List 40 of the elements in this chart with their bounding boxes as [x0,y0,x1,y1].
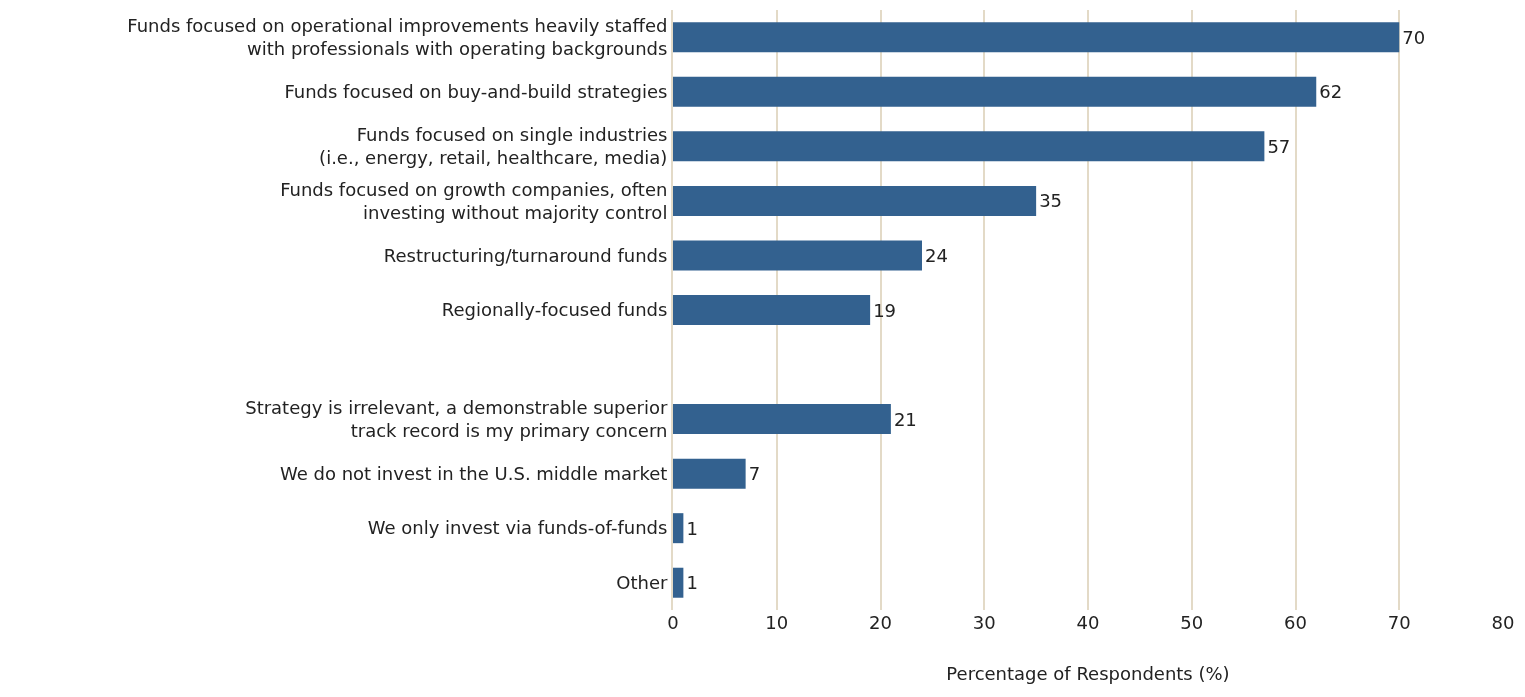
y-tick-label: Restructuring/turnaround funds [383,244,668,266]
y-tick-label: We only invest via funds-of-funds [367,517,668,539]
x-tick-label: 70 [1387,612,1411,633]
data-label: 7 [748,463,761,485]
bar [673,240,922,271]
x-tick-label: 50 [1180,612,1204,633]
data-label: 70 [1402,26,1426,48]
data-label: 57 [1267,135,1291,157]
data-label: 21 [893,408,917,430]
x-tick-label: 30 [972,612,996,633]
bar [673,513,684,544]
bar [673,295,871,325]
x-tick-label: 0 [667,612,679,633]
x-axis-title: Percentage of Respondents (%) [946,663,1230,685]
data-label: 62 [1319,81,1343,103]
bar [673,185,1037,216]
y-tick-label: Regionally-focused funds [441,299,668,321]
bar [673,458,746,489]
x-tick-label: 20 [869,612,892,633]
y-tick-label: Funds focused on growth companies, often investing without majority control [280,178,668,223]
y-tick-label: We do not invest in the U.S. middle market [279,462,668,484]
x-tick-label: 40 [1076,612,1100,633]
data-label: 35 [1039,190,1063,212]
data-label: 1 [686,572,698,594]
x-tick-label: 10 [765,612,789,633]
data-label: 1 [686,517,698,539]
y-tick-label: Other [616,572,668,594]
y-tick-label: Funds focused on buy-and-build strategies [284,81,668,103]
x-tick-label: 80 [1491,612,1515,633]
bar [673,22,1400,53]
y-tick-label: Strategy is irrelevant, a demonstrable superior track record is my primary concern [245,396,668,442]
data-label: 24 [925,244,948,266]
data-label: 19 [873,299,897,321]
bar [673,567,684,598]
y-tick-label: Funds focused on single industries (i.e., energy, retail, healthcare, media) [319,123,668,169]
bar [673,404,891,435]
x-tick-label: 60 [1284,612,1307,633]
bar [673,76,1317,107]
y-tick-label: Funds focused on operational improvements heavily staffed with professionals with operating backgrounds [127,14,668,60]
bar [673,131,1265,162]
